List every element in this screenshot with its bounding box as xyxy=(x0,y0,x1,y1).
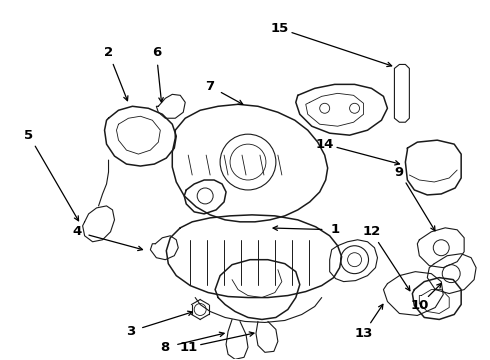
Text: 7: 7 xyxy=(206,80,215,93)
Text: 1: 1 xyxy=(330,223,339,236)
Text: 2: 2 xyxy=(104,46,113,59)
Text: 8: 8 xyxy=(161,341,170,354)
Text: 15: 15 xyxy=(271,22,289,35)
Text: 12: 12 xyxy=(363,225,381,238)
Text: 4: 4 xyxy=(72,225,81,238)
Text: 10: 10 xyxy=(410,299,429,312)
Text: 9: 9 xyxy=(395,166,404,179)
Text: 6: 6 xyxy=(152,46,161,59)
Text: 3: 3 xyxy=(126,325,135,338)
Text: 14: 14 xyxy=(316,138,334,150)
Text: 11: 11 xyxy=(179,341,197,354)
Text: 5: 5 xyxy=(24,129,33,142)
Text: 13: 13 xyxy=(354,327,373,340)
